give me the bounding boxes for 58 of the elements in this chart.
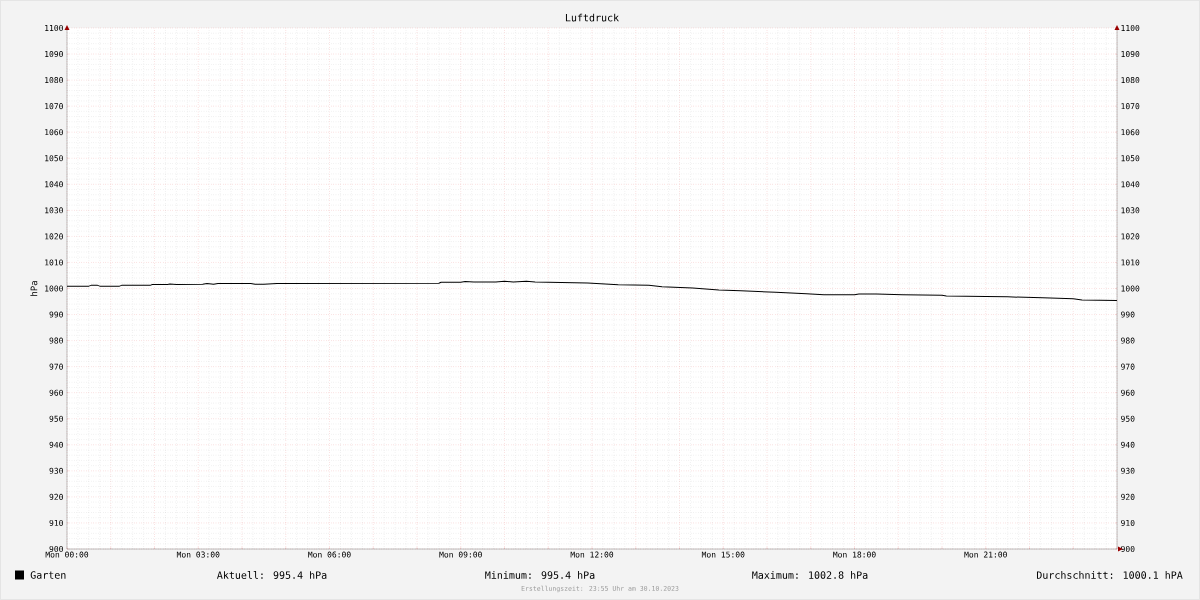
y2-tick-label: 930 bbox=[1121, 467, 1135, 474]
line-series bbox=[67, 280, 1118, 301]
text: Minimum: 995.4 hPa bbox=[485, 571, 595, 579]
y-tick-label: 1030 bbox=[45, 207, 63, 214]
y2-tick-label: 990 bbox=[1121, 311, 1135, 318]
y-tick-label: 950 bbox=[49, 415, 63, 422]
y2-tick-label: 1000 bbox=[1121, 285, 1140, 292]
y2-tick-label: 980 bbox=[1121, 337, 1135, 344]
text: Maximum: 1002.8 hPa bbox=[752, 571, 868, 579]
y-tick-label: 1090 bbox=[45, 51, 63, 58]
x-tick-label: Mon 06:00 bbox=[308, 551, 351, 558]
y-tick-label: 900 bbox=[49, 545, 63, 553]
y2-tick-label: 900 bbox=[1121, 545, 1135, 553]
y-tick-label: 1050 bbox=[45, 155, 63, 162]
y-tick-label: 1080 bbox=[45, 77, 63, 84]
x-tick-label: Mon 00:00 bbox=[45, 551, 89, 558]
x-tick-label: Mon 21:00 bbox=[964, 551, 1007, 558]
y2-tick-label: 950 bbox=[1121, 415, 1135, 422]
y-tick-label: 1100 bbox=[45, 24, 63, 32]
y2-tick-label: 910 bbox=[1121, 519, 1135, 526]
y2-tick-label: 1010 bbox=[1121, 259, 1140, 266]
y2-tick-label: 1070 bbox=[1121, 103, 1140, 110]
y-tick-label: 970 bbox=[49, 363, 63, 370]
y-tick-label: 990 bbox=[49, 311, 63, 318]
y-tick-label: 1010 bbox=[45, 259, 63, 266]
x-tick-label: Mon 09:00 bbox=[439, 551, 482, 558]
y2-tick-label: 1020 bbox=[1121, 233, 1140, 240]
x-tick-label: Mon 18:00 bbox=[833, 551, 876, 558]
y2-tick-label: 1030 bbox=[1121, 207, 1140, 214]
x-tick-label: Mon 15:00 bbox=[701, 551, 745, 558]
y-tick-label: 960 bbox=[49, 389, 63, 396]
y2-tick-label: 920 bbox=[1121, 493, 1135, 500]
y2-tick-label: 1060 bbox=[1121, 129, 1140, 136]
text: Durchschnitt: 1000.1 hPA bbox=[1036, 571, 1183, 579]
y-tick-label: 980 bbox=[49, 337, 63, 344]
y2-tick-label: 1080 bbox=[1121, 77, 1140, 84]
text: Aktuell: 995.4 hPa bbox=[217, 571, 327, 579]
y-tick-label: 1000 bbox=[45, 285, 63, 292]
y-tick-label: 940 bbox=[49, 441, 63, 448]
x-tick-label: Mon 12:00 bbox=[570, 551, 614, 558]
y-tick-label: 920 bbox=[49, 493, 63, 500]
y2-tick-label: 960 bbox=[1121, 389, 1135, 396]
y-tick-label: 930 bbox=[49, 467, 63, 474]
y2-tick-label: 940 bbox=[1121, 441, 1135, 448]
y-tick-label: 1070 bbox=[45, 103, 63, 110]
y-tick-label: 910 bbox=[49, 519, 63, 526]
y-tick-label: 1060 bbox=[45, 129, 63, 136]
chart-title: Luftdruck bbox=[565, 13, 619, 22]
y-tick-label: 1020 bbox=[45, 233, 63, 240]
y2-tick-label: 1100 bbox=[1121, 24, 1140, 32]
y2-tick-label: 1040 bbox=[1121, 181, 1140, 188]
y2-tick-label: 1090 bbox=[1121, 51, 1140, 58]
x-tick-label: Mon 03:00 bbox=[176, 551, 220, 558]
y-tick-label: 1040 bbox=[45, 181, 63, 188]
legend-label: Garten bbox=[30, 571, 66, 579]
y-axis-title: hPa bbox=[30, 281, 38, 296]
y2-tick-label: 1050 bbox=[1121, 155, 1140, 162]
y2-tick-label: 970 bbox=[1121, 363, 1135, 370]
